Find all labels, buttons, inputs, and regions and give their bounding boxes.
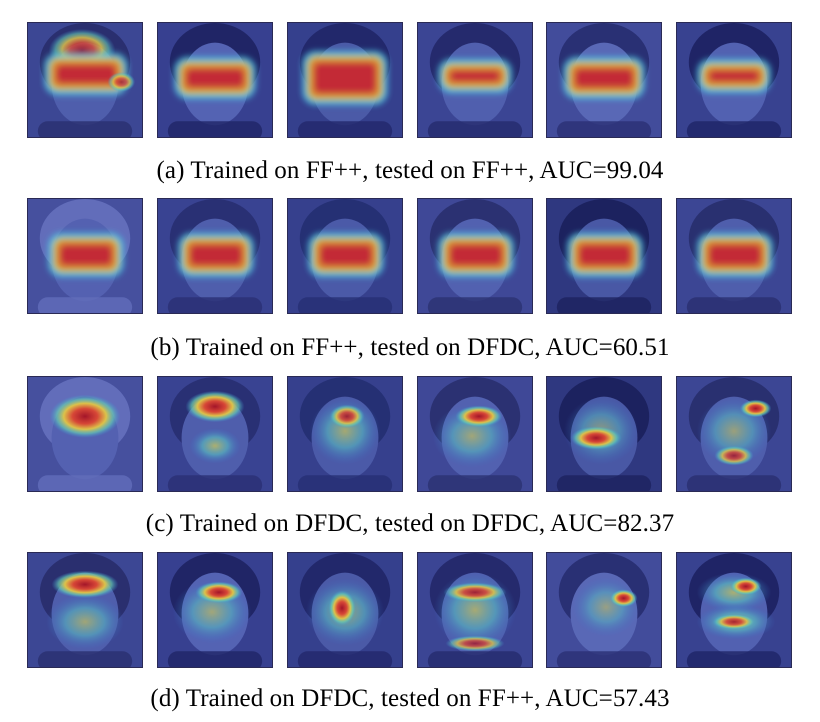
caption-a: (a) Trained on FF++, tested on FF++, AUC… <box>156 157 664 184</box>
heatmap-image <box>547 23 661 137</box>
face-heatmap-c4 <box>417 376 533 492</box>
heatmap-image <box>28 23 142 137</box>
face-heatmap-d5 <box>546 552 662 668</box>
heatmap-image <box>547 199 661 313</box>
face-heatmap-b4 <box>417 198 533 314</box>
heatmap-image <box>288 23 402 137</box>
face-heatmap-d1 <box>27 552 143 668</box>
heatmap-image <box>28 377 142 491</box>
heatmap-image <box>547 377 661 491</box>
face-heatmap-a6 <box>676 22 792 138</box>
face-heatmap-b5 <box>546 198 662 314</box>
heatmap-image <box>158 199 272 313</box>
face-heatmap-b1 <box>27 198 143 314</box>
heatmap-image <box>418 23 532 137</box>
heatmap-image <box>28 199 142 313</box>
face-heatmap-a3 <box>287 22 403 138</box>
face-heatmap-a5 <box>546 22 662 138</box>
face-heatmap-d4 <box>417 552 533 668</box>
heatmap-image <box>28 553 142 667</box>
heatmap-image <box>677 377 791 491</box>
face-heatmap-b2 <box>157 198 273 314</box>
heatmap-image <box>288 377 402 491</box>
heatmap-image <box>677 23 791 137</box>
heatmap-image <box>677 553 791 667</box>
caption-d: (d) Trained on DFDC, tested on FF++, AUC… <box>150 685 670 712</box>
heatmap-image <box>547 553 661 667</box>
face-heatmap-c2 <box>157 376 273 492</box>
face-heatmap-c6 <box>676 376 792 492</box>
face-heatmap-a4 <box>417 22 533 138</box>
caption-b: (b) Trained on FF++, tested on DFDC, AUC… <box>150 334 670 361</box>
heatmap-image <box>158 377 272 491</box>
heatmap-image <box>418 553 532 667</box>
face-heatmap-b6 <box>676 198 792 314</box>
face-heatmap-a2 <box>157 22 273 138</box>
face-heatmap-d6 <box>676 552 792 668</box>
heatmap-image <box>418 199 532 313</box>
caption-c: (c) Trained on DFDC, tested on DFDC, AUC… <box>145 510 675 537</box>
face-heatmap-d2 <box>157 552 273 668</box>
face-heatmap-b3 <box>287 198 403 314</box>
heatmap-image <box>288 199 402 313</box>
heatmap-image <box>288 553 402 667</box>
heatmap-image <box>418 377 532 491</box>
heatmap-image <box>158 553 272 667</box>
face-heatmap-c3 <box>287 376 403 492</box>
heatmap-image <box>677 199 791 313</box>
face-heatmap-d3 <box>287 552 403 668</box>
face-heatmap-c1 <box>27 376 143 492</box>
face-heatmap-a1 <box>27 22 143 138</box>
face-heatmap-c5 <box>546 376 662 492</box>
heatmap-image <box>158 23 272 137</box>
